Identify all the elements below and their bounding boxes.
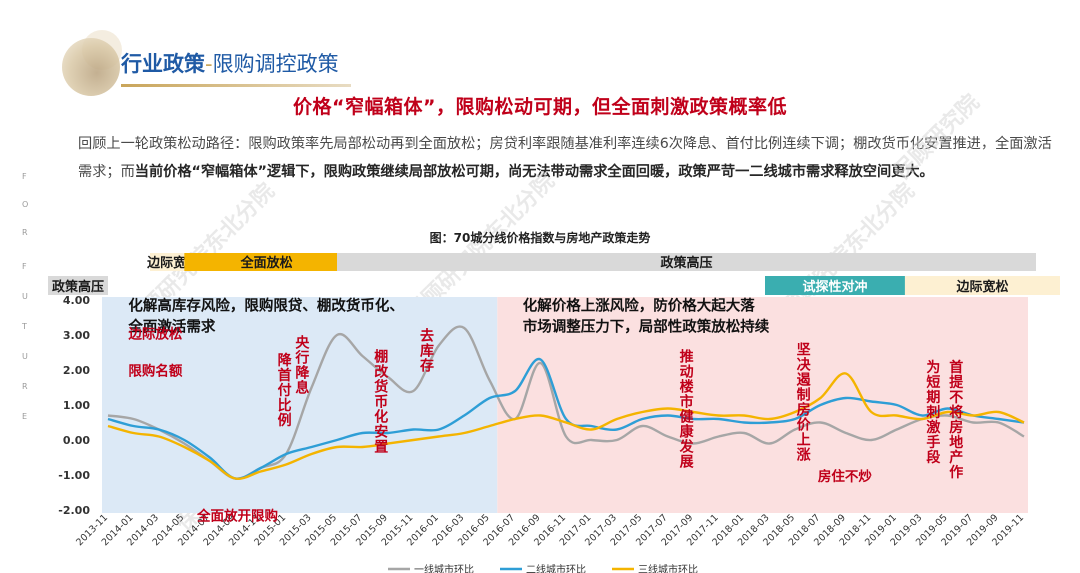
section-title-sub: 限购调控政策 [212, 52, 339, 76]
policy-band [765, 276, 905, 295]
policy-band [904, 276, 1060, 295]
side-letter: E [22, 412, 28, 421]
legend-label: 二线城市环比 [526, 563, 586, 573]
title-underline [121, 84, 351, 87]
region-text: 市场调整压力下，局部性政策放松持续 [523, 318, 770, 336]
y-tick-label: 2.00 [63, 364, 90, 377]
region-text: 化解高库存风险，限购限贷、棚改货币化、 [128, 297, 404, 315]
policy-annotation-vertical: 坚决遏制房价上涨 [795, 342, 811, 462]
side-letter: U [22, 352, 28, 361]
policy-annotation: 全面放开限购 [196, 508, 278, 525]
side-letter: F [22, 262, 27, 271]
policy-annotation-vertical: 央行降息 [293, 334, 310, 395]
policy-annotation: 房住不炒 [818, 468, 872, 485]
chart-region [102, 297, 498, 513]
region-text: 化解价格上涨风险，防价格大起大落 [523, 297, 755, 315]
series-line [107, 358, 1025, 480]
legend-label: 一线城市环比 [414, 563, 474, 573]
intro-normal-text: 回顾上一轮政策松动路径：限购政策率先局部松动再到全面放松；房贷利率跟随基准利率连… [78, 136, 1052, 180]
policy-annotation-vertical: 首提不将房地产作 [947, 359, 963, 480]
policy-annotation-vertical: 推动楼市健康发展 [678, 348, 695, 469]
intro-bold-text: 当前价格“窄幅箱体”逻辑下，限购政策继续局部放松可期，尚无法带动需求全面回暖，政… [134, 164, 934, 180]
y-tick-label: 1.00 [63, 399, 90, 412]
y-tick-label: -1.00 [58, 469, 90, 482]
headline: 价格“窄幅箱体”，限购松动可期，但全面刺激政策概率低 [293, 96, 787, 118]
legend-label: 三线城市环比 [638, 563, 698, 573]
policy-band [337, 253, 1036, 271]
side-letter: T [22, 322, 27, 331]
policy-band-label: 试探性对冲 [802, 279, 867, 295]
side-letter: U [22, 292, 28, 301]
series-line [107, 372, 1025, 480]
policy-annotation-vertical: 为短期刺激手段 [924, 359, 940, 465]
intro-paragraph: 回顾上一轮政策松动路径：限购政策率先局部松动再到全面放松；房贷利率跟随基准利率连… [78, 130, 1053, 186]
y-tick-label: -2.00 [58, 504, 90, 517]
chart-region [497, 297, 1028, 513]
side-letter: R [22, 382, 28, 391]
side-letter: R [22, 228, 28, 237]
section-title: 行业政策-限购调控政策 [121, 48, 339, 78]
policy-annotation-vertical: 棚改货币化安置 [372, 348, 389, 454]
policy-annotation-vertical: 去库存 [418, 327, 434, 373]
y-tick-label: 3.00 [63, 329, 90, 342]
policy-annotation-vertical: 降首付比例 [276, 352, 292, 428]
policy-band-label: 全面放松 [240, 255, 293, 271]
policy-band-label: 政策高压 [52, 279, 104, 295]
policy-band [184, 253, 349, 271]
side-letter: F [22, 172, 27, 181]
decor-circle [62, 38, 120, 96]
policy-annotation: 限购名额 [128, 362, 182, 379]
policy-band-label: 边际宽松 [955, 279, 1008, 295]
section-title-main: 行业政策 [121, 52, 205, 76]
policy-band-label: 政策高压 [660, 255, 712, 271]
policy-band [48, 276, 108, 295]
y-tick-label: 4.00 [63, 294, 90, 307]
region-text: 全面激活需求 [127, 318, 215, 336]
y-tick-label: 0.00 [63, 434, 90, 447]
chart-title: 图：70城分线价格指数与房地产政策走势 [430, 230, 651, 245]
policy-annotation: 边际放松 [127, 326, 182, 343]
section-title-sep: - [205, 52, 213, 76]
side-letter: O [22, 200, 29, 209]
